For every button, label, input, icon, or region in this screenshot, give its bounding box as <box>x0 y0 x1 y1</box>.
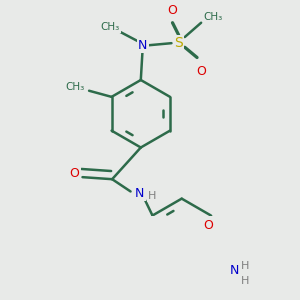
Text: N: N <box>230 264 240 277</box>
Text: H: H <box>148 190 156 201</box>
Text: O: O <box>196 65 206 78</box>
Text: N: N <box>138 39 148 52</box>
Text: O: O <box>168 4 177 17</box>
Text: H: H <box>241 261 249 271</box>
Text: O: O <box>203 219 213 232</box>
Text: O: O <box>69 167 79 180</box>
Text: S: S <box>174 36 183 50</box>
Text: H: H <box>241 277 249 286</box>
Text: CH₃: CH₃ <box>65 82 84 92</box>
Text: CH₃: CH₃ <box>100 22 120 32</box>
Text: N: N <box>135 187 145 200</box>
Text: CH₃: CH₃ <box>204 12 223 22</box>
